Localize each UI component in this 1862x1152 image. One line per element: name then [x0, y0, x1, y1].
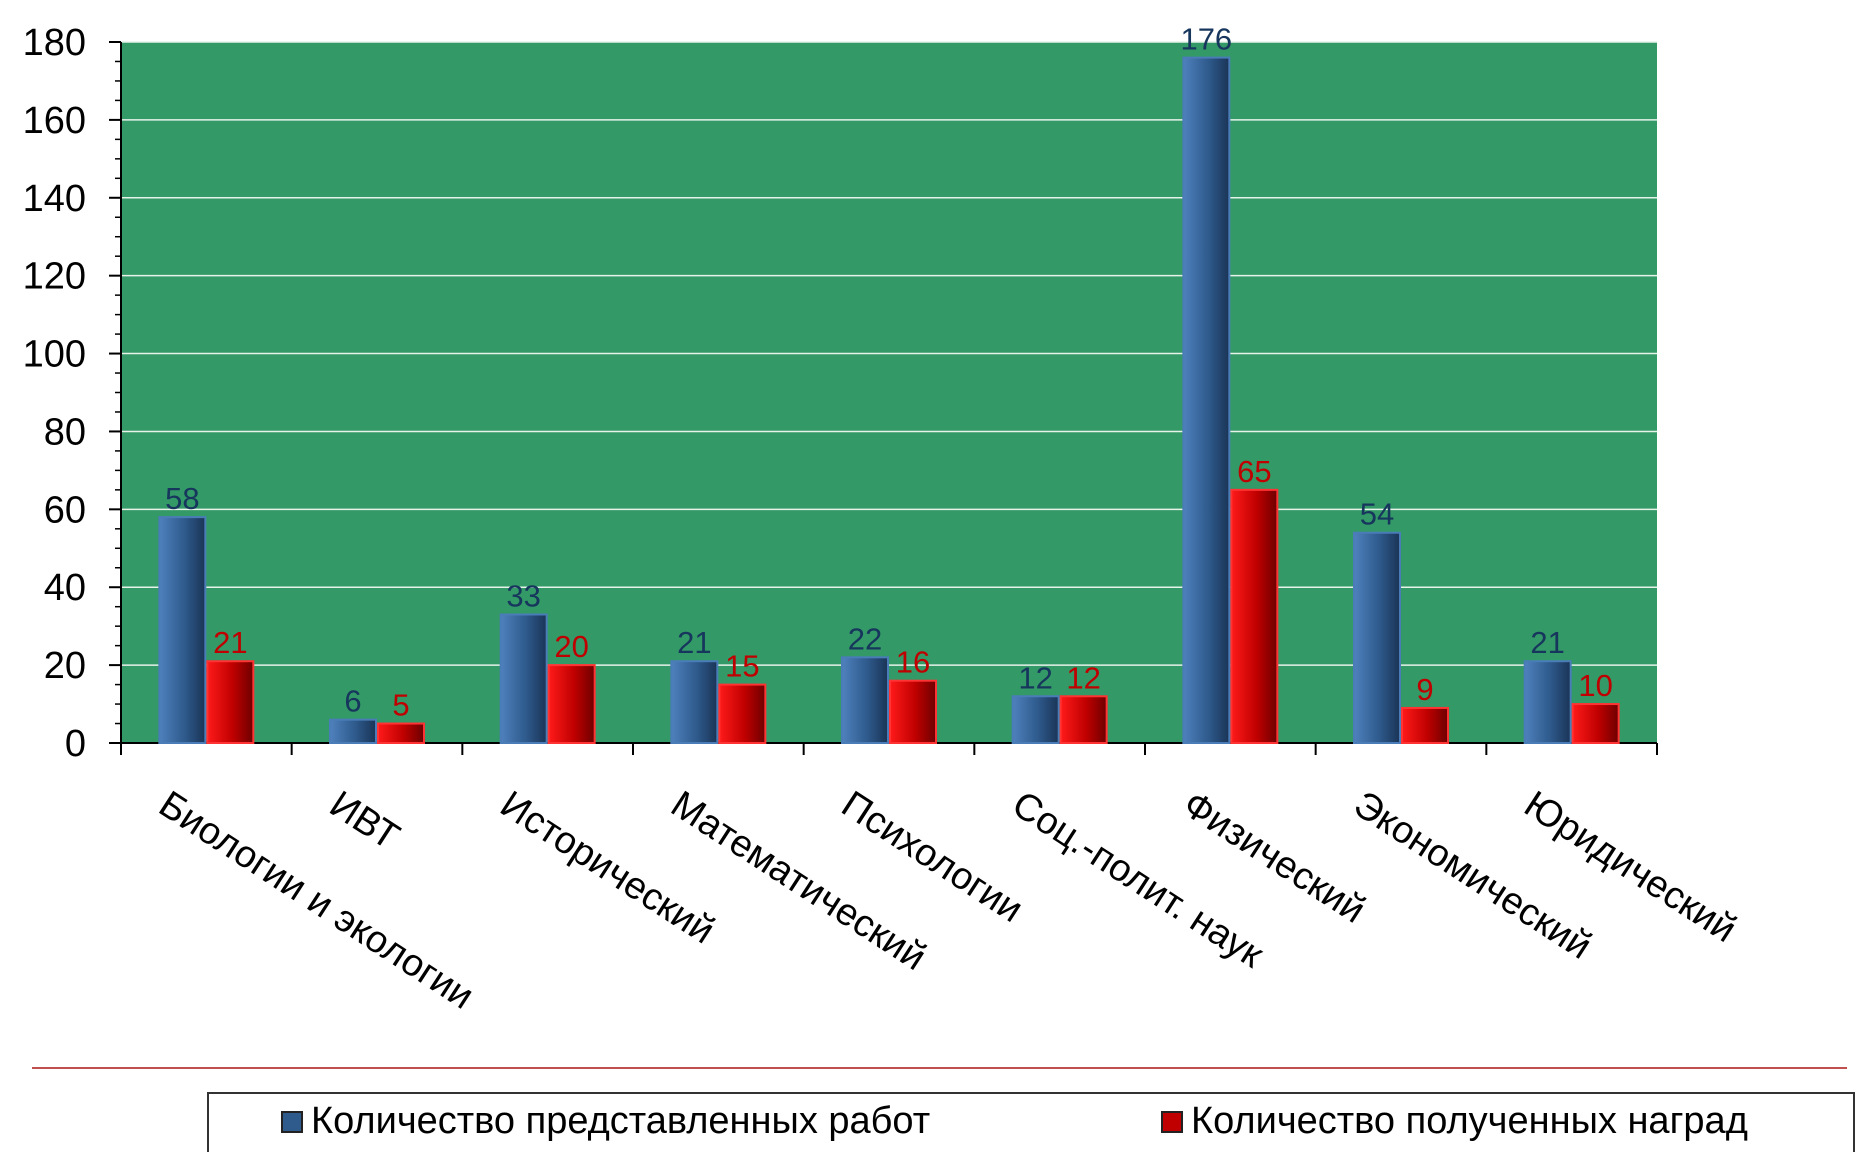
data-label-submitted: 58 — [165, 481, 199, 516]
y-tick-label: 40 — [44, 567, 86, 609]
data-label-awards: 5 — [392, 688, 409, 723]
data-label-awards: 12 — [1066, 660, 1100, 695]
data-label-submitted: 21 — [677, 625, 711, 660]
data-label-awards: 9 — [1416, 672, 1433, 707]
data-label-submitted: 33 — [506, 578, 540, 613]
data-label-awards: 16 — [896, 645, 930, 680]
bar-submitted — [1353, 531, 1401, 745]
bar-awards — [1571, 703, 1620, 744]
axes: 0 20 40 60 80 100 120 140 160 180 — [23, 22, 1658, 765]
bar-awards — [1230, 488, 1279, 744]
legend-swatch-blue — [281, 1110, 303, 1133]
legend-item-awards: Количество полученных наград — [1161, 1100, 1748, 1143]
bar-submitted — [841, 656, 889, 744]
legend-label-awards: Количество полученных наград — [1191, 1100, 1748, 1142]
data-label-submitted: 22 — [848, 621, 882, 656]
y-tick-label: 80 — [44, 411, 86, 453]
y-tick-label: 180 — [23, 22, 86, 64]
data-label-submitted: 6 — [344, 684, 361, 719]
y-tick-label: 20 — [44, 645, 86, 687]
bar-submitted — [1011, 695, 1060, 744]
y-tick-label: 0 — [65, 723, 86, 765]
category-label: Биологии и экологии — [151, 783, 481, 1017]
bar-awards — [718, 683, 767, 744]
data-label-submitted: 12 — [1018, 660, 1052, 695]
data-label-submitted: 21 — [1530, 625, 1564, 660]
y-tick-label: 120 — [23, 256, 86, 298]
legend-item-submitted: Количество представленных работ — [281, 1100, 930, 1143]
bar-awards — [1401, 706, 1449, 745]
data-label-awards: 15 — [725, 649, 759, 684]
bar-submitted — [1523, 660, 1572, 745]
gridlines — [121, 41, 1657, 666]
bars — [158, 56, 1620, 745]
data-label-submitted: 54 — [1360, 497, 1394, 532]
category-label: ИВТ — [322, 783, 406, 858]
data-label-awards: 65 — [1237, 454, 1271, 489]
data-labels: 58 21 6 5 33 20 21 15 22 16 12 12 176 65 54 9 21 10 — [165, 22, 1613, 723]
legend-label-submitted: Количество представленных работ — [311, 1100, 931, 1142]
bar-submitted — [1182, 56, 1231, 745]
legend-swatch-red — [1161, 1110, 1183, 1133]
bar-awards — [1059, 695, 1108, 744]
y-tick-label: 160 — [23, 100, 86, 142]
data-label-awards: 20 — [554, 629, 588, 664]
data-label-awards: 10 — [1578, 668, 1612, 703]
bar-submitted — [670, 660, 719, 745]
y-tick-label: 60 — [44, 489, 86, 531]
bar-awards — [206, 660, 255, 745]
bar-awards — [889, 679, 937, 745]
y-tick-label: 140 — [23, 178, 86, 220]
separator-line — [32, 1067, 1847, 1069]
data-label-awards: 21 — [213, 625, 247, 660]
legend: Количество представленных работ Количест… — [207, 1092, 1855, 1152]
bar-submitted — [158, 516, 207, 744]
bar-submitted — [499, 613, 548, 744]
bar-awards — [377, 722, 425, 744]
data-label-submitted: 176 — [1180, 22, 1232, 57]
plot-area — [121, 42, 1657, 743]
bar-submitted — [329, 718, 377, 745]
y-tick-label: 100 — [23, 334, 86, 376]
bar-awards — [547, 664, 596, 744]
